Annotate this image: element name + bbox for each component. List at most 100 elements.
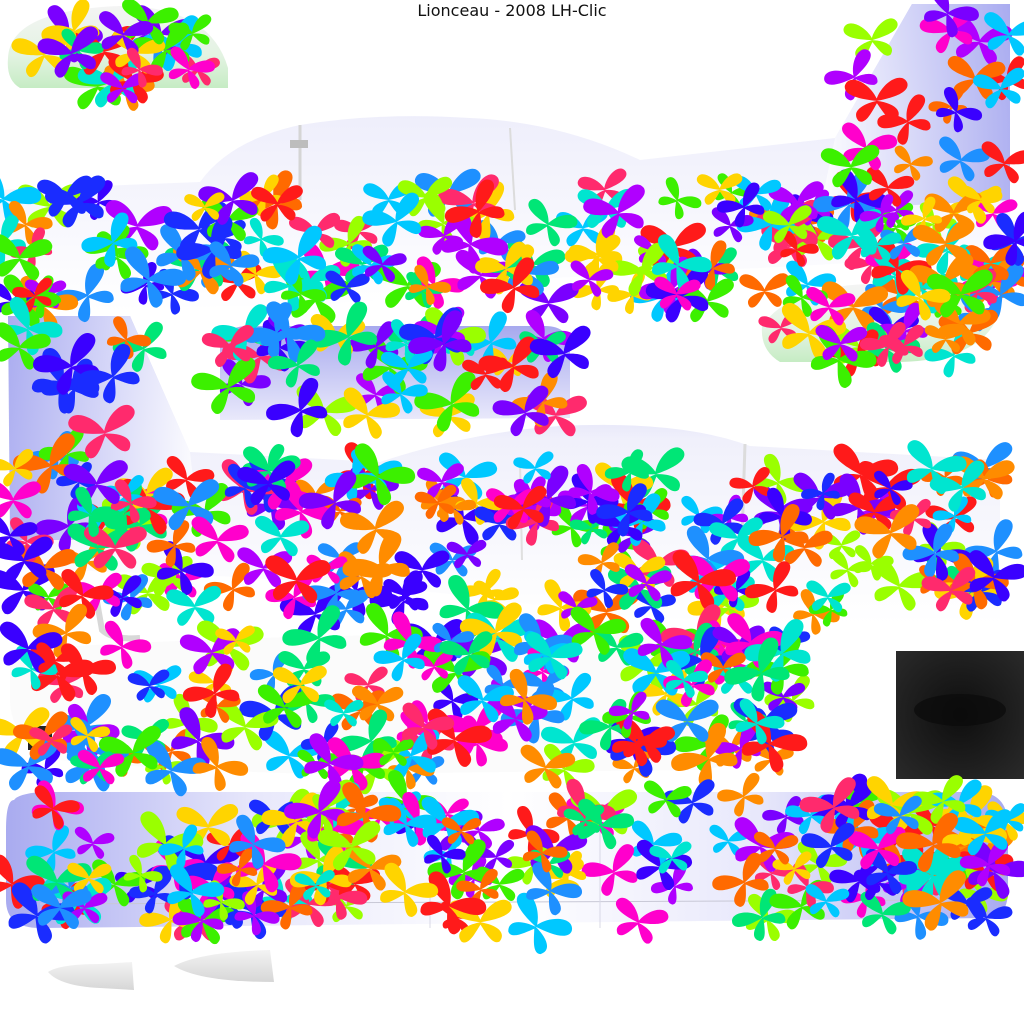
butterfly-icon	[735, 698, 785, 745]
butterfly-icon	[493, 485, 547, 530]
butterfly-icon	[805, 884, 850, 918]
butterfly-icon	[799, 777, 860, 833]
small-part-1	[48, 962, 134, 990]
butterfly-icon	[806, 580, 851, 613]
butterfly-icon	[215, 625, 255, 655]
butterfly-icon	[1, 297, 63, 356]
butterfly-icon	[274, 479, 336, 539]
butterfly-icon	[284, 779, 347, 839]
butterfly-icon	[191, 516, 249, 563]
butterfly-icon	[167, 864, 225, 917]
butterfly-icon	[260, 880, 313, 930]
butterfly-icon	[965, 263, 1024, 321]
butterfly-icon	[455, 477, 505, 525]
butterfly-icon	[31, 884, 92, 930]
butterfly-icon	[238, 451, 302, 513]
butterfly-icon	[304, 733, 364, 789]
butterfly-icon	[968, 550, 1024, 602]
butterfly-icon	[383, 579, 428, 611]
butterfly-icon	[0, 234, 53, 281]
butterfly-icon	[639, 256, 700, 316]
butterfly-icon	[872, 190, 915, 228]
butterfly-icon	[68, 404, 135, 459]
butterfly-icon	[754, 453, 809, 507]
butterfly-icon	[241, 170, 303, 230]
butterfly-icon	[810, 325, 877, 388]
butterfly-icon	[176, 215, 242, 279]
butterfly-icon	[912, 219, 975, 266]
butterfly-icon	[255, 515, 310, 557]
butterfly-icon	[860, 891, 911, 935]
butterfly-icon	[0, 621, 63, 673]
butterfly-icon	[866, 776, 927, 830]
butterfly-icon	[191, 356, 256, 414]
butterfly-icon	[0, 514, 38, 556]
butterfly-icon	[537, 579, 592, 632]
butterfly-icon	[480, 257, 540, 314]
butterfly-icon	[439, 631, 493, 675]
butterfly-icon	[459, 602, 522, 659]
butterfly-icon	[0, 215, 27, 267]
butterfly-icon	[644, 780, 692, 818]
butterfly-icon	[381, 348, 433, 386]
butterfly-icon	[5, 200, 53, 245]
butterfly-icon	[787, 488, 851, 550]
butterfly-icon	[347, 321, 399, 369]
butterfly-icon	[251, 185, 303, 222]
butterfly-icon	[298, 471, 361, 530]
butterfly-icon	[379, 770, 438, 827]
butterfly-icon	[924, 324, 966, 353]
butterfly-icon	[928, 86, 968, 124]
butterfly-icon	[98, 725, 161, 777]
butterfly-icon	[77, 749, 125, 785]
butterfly-icon	[983, 211, 1024, 266]
butterfly-icon	[980, 56, 1024, 101]
butterfly-icon	[146, 520, 196, 567]
butterfly-icon	[680, 525, 745, 587]
butterfly-icon	[478, 336, 539, 392]
butterfly-icon	[351, 244, 398, 285]
butterfly-icon	[295, 831, 351, 885]
butterfly-icon	[67, 523, 132, 571]
butterfly-icon	[902, 870, 969, 931]
butterfly-icon	[445, 179, 505, 238]
butterfly-icon	[801, 823, 855, 868]
butterfly-icon	[59, 569, 114, 619]
butterfly-icon	[736, 193, 797, 251]
butterfly-icon	[265, 555, 331, 604]
butterfly-icon	[651, 863, 693, 905]
butterfly-icon	[81, 212, 138, 268]
butterfly-icon	[570, 606, 627, 655]
butterfly-icon	[831, 169, 889, 225]
butterfly-icon	[343, 387, 401, 439]
butterfly-icon	[0, 480, 41, 519]
butterfly-icon	[605, 449, 649, 492]
butterfly-icon	[981, 141, 1024, 184]
butterfly-icon	[924, 0, 979, 38]
butterfly-icon	[413, 651, 453, 681]
butterfly-icon	[218, 700, 279, 751]
butterfly-icon	[542, 673, 594, 721]
butterfly-icon	[446, 539, 487, 569]
butterfly-icon	[166, 585, 222, 626]
butterfly-icon	[902, 523, 959, 578]
butterfly-pattern	[0, 0, 1024, 955]
butterfly-icon	[184, 192, 225, 221]
butterfly-icon	[13, 433, 79, 494]
butterfly-icon	[74, 826, 115, 859]
butterfly-icon	[615, 897, 669, 944]
butterfly-icon	[959, 840, 1011, 887]
butterfly-icon	[663, 779, 715, 824]
butterfly-icon	[158, 824, 204, 869]
butterfly-icon	[709, 517, 763, 558]
butterfly-icon	[0, 166, 42, 227]
butterfly-icon	[164, 693, 218, 747]
butterfly-icon	[224, 463, 273, 509]
butterfly-icon	[526, 862, 582, 916]
butterfly-icon	[145, 740, 207, 797]
butterfly-icon	[912, 775, 966, 824]
butterfly-icon	[37, 175, 93, 217]
butterfly-icon	[932, 496, 972, 533]
butterfly-icon	[758, 487, 812, 540]
butterfly-icon	[568, 234, 621, 279]
